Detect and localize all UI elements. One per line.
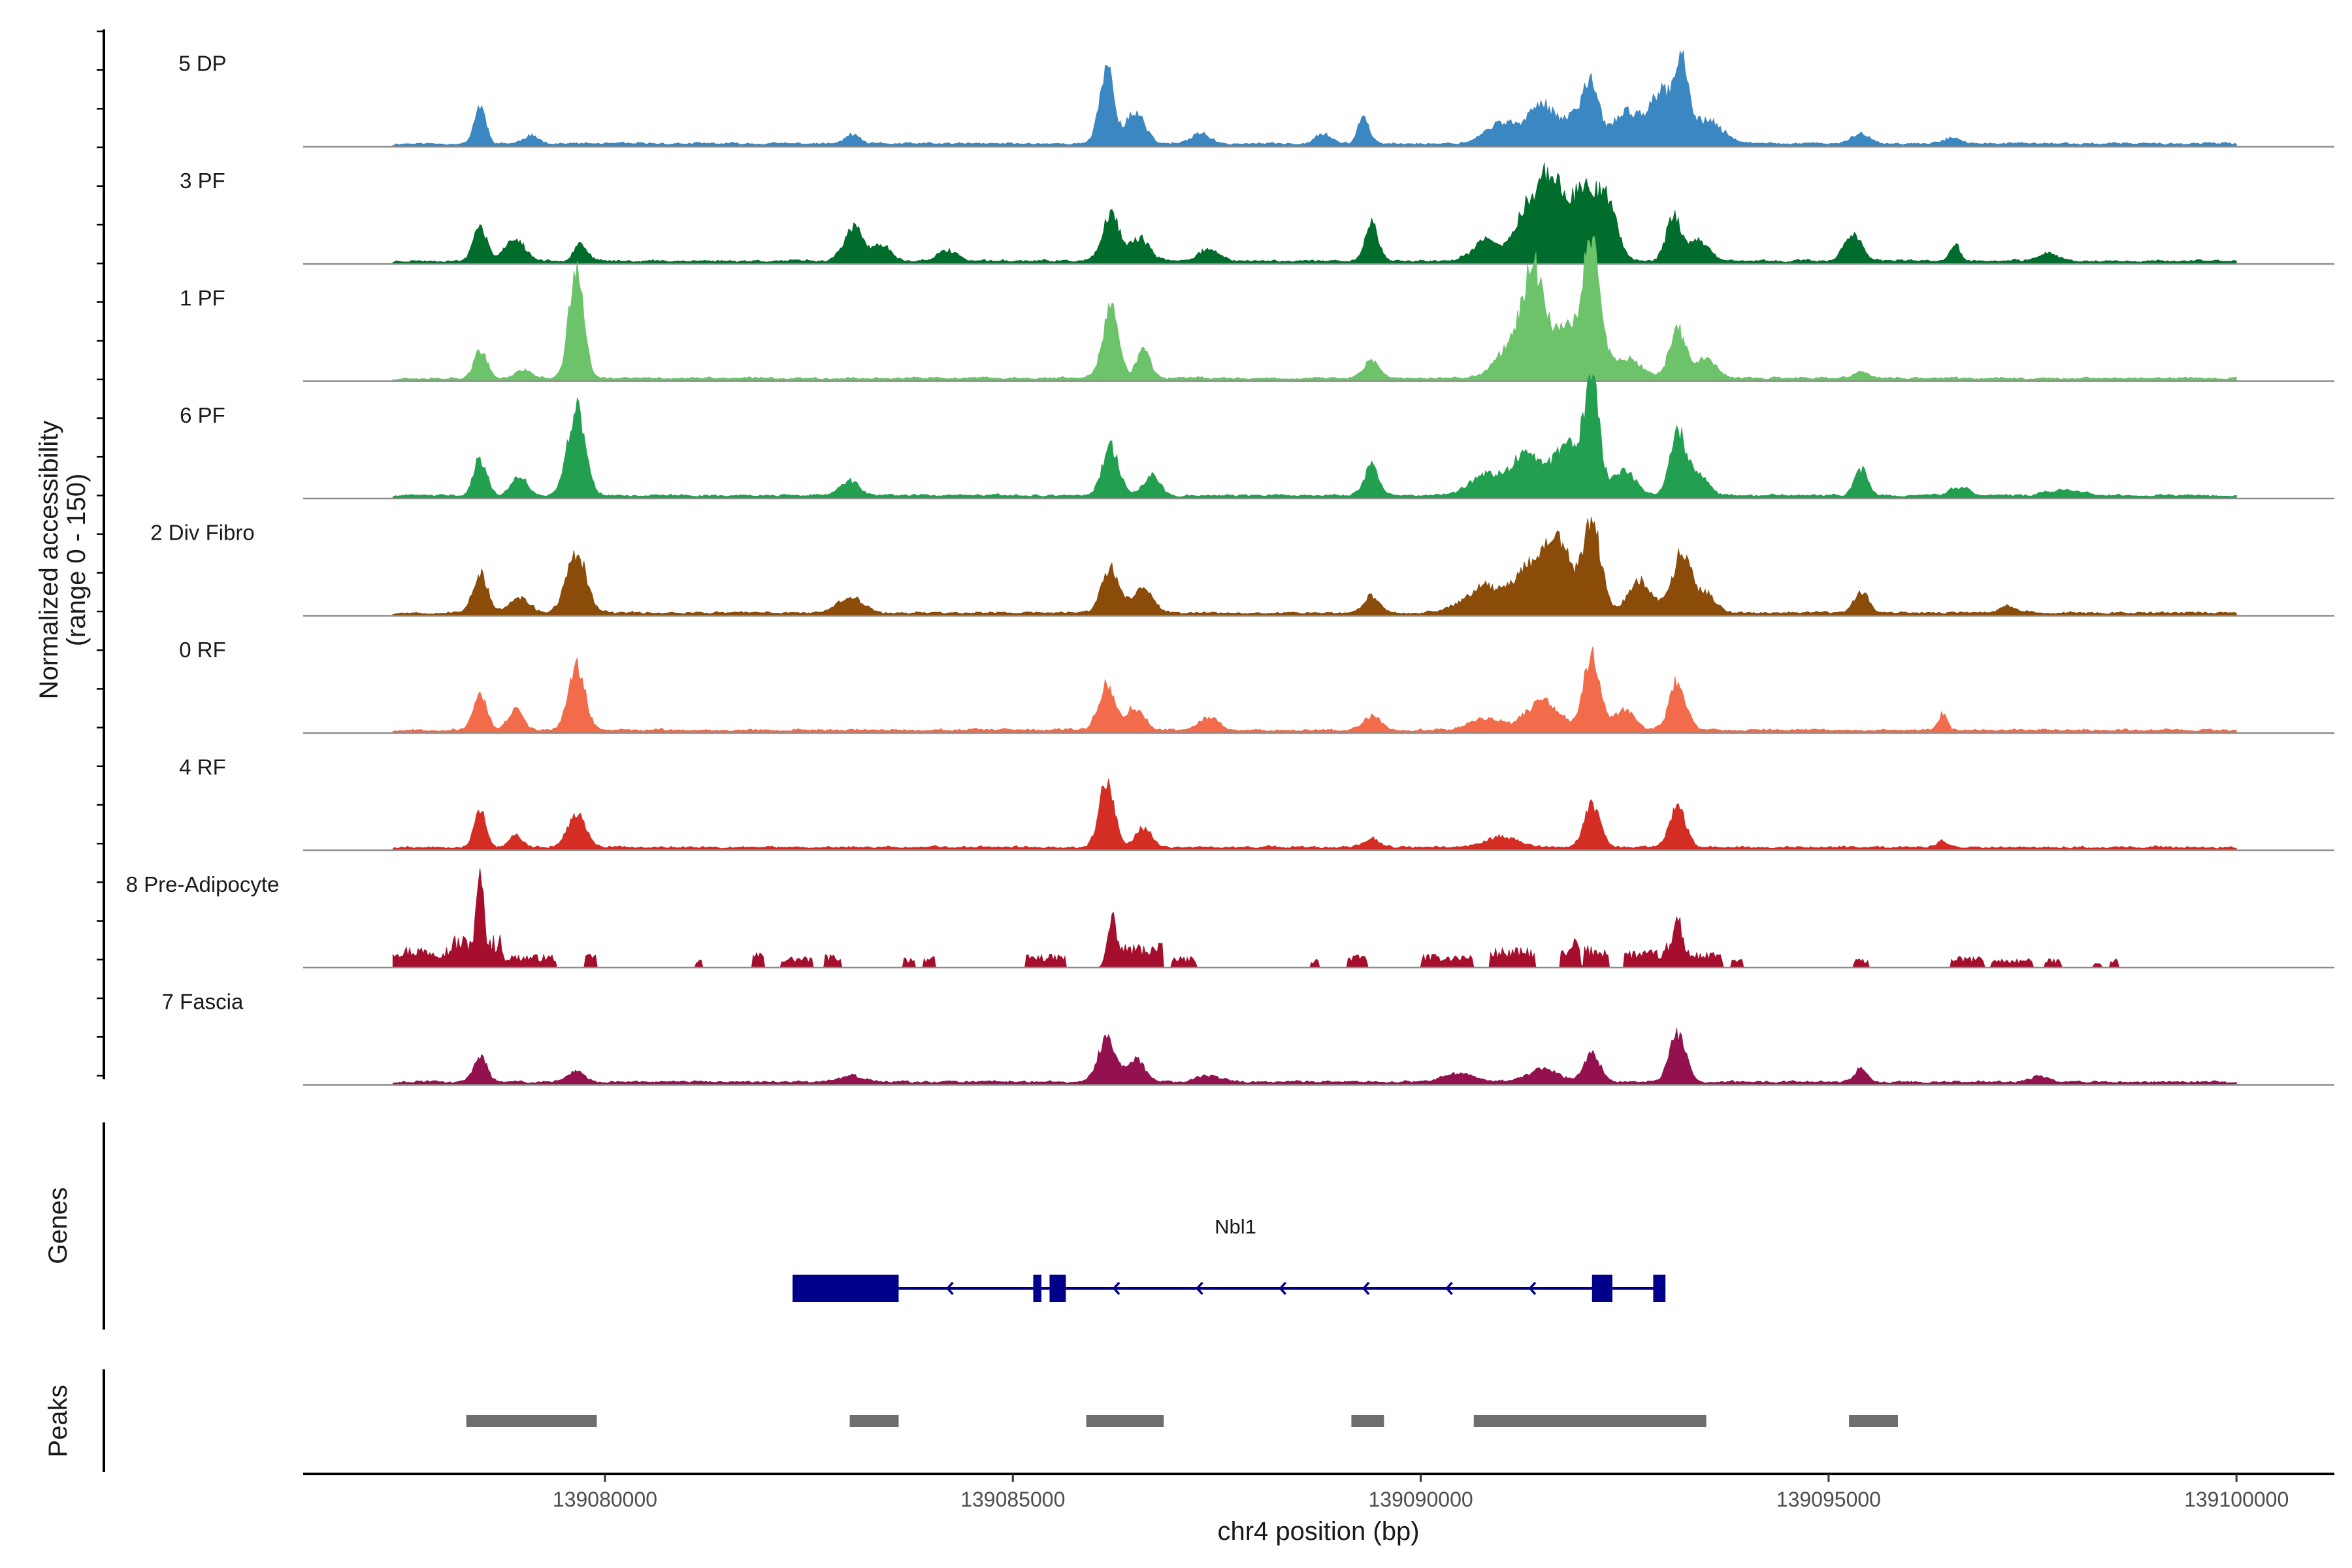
gene-label-nbl1: Nbl1: [1215, 1215, 1256, 1238]
peak-region: [1351, 1415, 1384, 1427]
strand-arrow: [1196, 1281, 1203, 1296]
gene-exon: [1653, 1275, 1666, 1302]
track-label-4-rf: 4 RF: [179, 755, 226, 779]
x-axis: 139080000 139085000 139090000 139095000 1391…: [303, 1473, 2334, 1546]
peak-region: [1473, 1415, 1707, 1427]
peaks-panel: Peaks: [44, 1369, 1899, 1472]
x-tick-label: 139090000: [1368, 1488, 1473, 1511]
track-1-pf: 1 PF: [180, 236, 2334, 382]
gene-exon: [1592, 1275, 1612, 1302]
axis-layer: Normalized accessibility (range 0 - 150): [35, 29, 105, 1079]
track-label-1-pf: 1 PF: [180, 286, 225, 310]
coverage-area-3-pf: [392, 162, 2237, 265]
track-4-rf: 4 RF: [179, 755, 2334, 851]
track-label-8-pre-adipocyte: 8 Pre-Adipocyte: [126, 872, 280, 896]
coverage-area-6-pf: [392, 373, 2237, 499]
track-label-7-fascia: 7 Fascia: [162, 990, 244, 1014]
track-6-pf: 6 PF: [180, 373, 2334, 500]
coverage-area-8-pre-adipocyte: [392, 868, 2237, 968]
coverage-area-1-pf: [392, 236, 2237, 382]
strand-arrow: [1362, 1281, 1370, 1296]
gene-exon: [1049, 1275, 1066, 1302]
coverage-area-5-dp: [392, 50, 2237, 147]
x-tick-label: 139100000: [2184, 1488, 2289, 1511]
peak-bars: [466, 1415, 1899, 1427]
track-3-pf: 3 PF: [180, 162, 2334, 265]
x-tick-label: 139095000: [1776, 1488, 1881, 1511]
peak-region: [1849, 1415, 1899, 1427]
coverage-area-7-fascia: [392, 1028, 2237, 1085]
coverage-y-ticks: [97, 30, 104, 1077]
tracks-layer: 5 DP 3 PF 1 PF 6 PF 2 Div Fibro 0 RF 4 RF 8 Pre…: [126, 50, 2334, 1086]
x-tick-label: 139080000: [553, 1488, 657, 1511]
coverage-area-2-div-fibro: [392, 517, 2237, 616]
gene-model-nbl1: [792, 1275, 1666, 1302]
strand-arrow: [1112, 1281, 1120, 1296]
x-tick-label: 139085000: [960, 1488, 1065, 1511]
peak-region: [466, 1415, 597, 1427]
track-label-2-div-fibro: 2 Div Fibro: [150, 521, 255, 545]
peak-region: [1086, 1415, 1164, 1427]
strand-arrow: [1445, 1281, 1453, 1296]
track-8-pre-adipocyte: 8 Pre-Adipocyte: [126, 868, 2334, 969]
y-axis-title-line1: Normalized accessibility: [35, 421, 63, 700]
genes-panel-label: Genes: [44, 1187, 73, 1264]
x-axis-title: chr4 position (bp): [1217, 1517, 1419, 1546]
strand-arrow: [1528, 1281, 1537, 1296]
y-axis-title-line2: (range 0 - 150): [62, 474, 91, 647]
gene-exon: [792, 1275, 899, 1302]
track-7-fascia: 7 Fascia: [162, 990, 2334, 1086]
peak-region: [849, 1415, 899, 1427]
peaks-panel-label: Peaks: [44, 1384, 73, 1457]
track-5-dp: 5 DP: [178, 50, 2334, 148]
track-2-div-fibro: 2 Div Fibro: [150, 517, 2334, 617]
coverage-area-4-rf: [392, 778, 2237, 851]
gene-exon: [1033, 1275, 1041, 1302]
coverage-area-0-rf: [392, 646, 2237, 734]
track-label-0-rf: 0 RF: [179, 638, 226, 662]
x-axis-ticks: 139080000 139085000 139090000 139095000 1391…: [553, 1474, 2289, 1511]
track-label-6-pf: 6 PF: [180, 403, 225, 427]
track-label-5-dp: 5 DP: [178, 52, 226, 76]
gene-panel: Genes Nbl1: [44, 1122, 1666, 1330]
track-0-rf: 0 RF: [179, 638, 2334, 734]
strand-arrow: [1279, 1281, 1287, 1296]
strand-arrow: [946, 1281, 954, 1296]
track-label-3-pf: 3 PF: [180, 169, 225, 193]
